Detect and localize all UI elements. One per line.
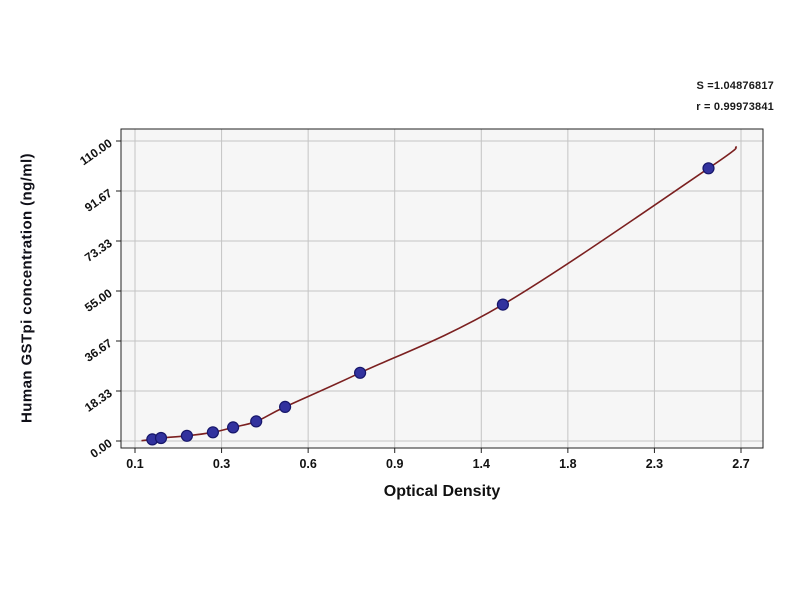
y-tick-label: 18.33 [82,386,115,415]
x-tick-label: 0.1 [126,457,143,471]
data-point [279,400,292,413]
data-point [250,415,263,428]
x-tick-label: 1.8 [559,457,576,471]
x-tick-label: 0.3 [213,457,230,471]
plot-border [120,128,764,449]
fit-statistics: S =1.04876817 r = 0.99973841 [696,76,774,118]
x-axis-title: Optical Density [383,483,501,500]
x-tick-label: 0.9 [386,457,403,471]
data-point [180,429,193,442]
y-tick-label: 0.00 [88,436,115,461]
fit-stat-s: S =1.04876817 [696,80,774,92]
y-tick-label: 36.67 [82,336,115,365]
data-point [702,162,715,175]
x-tick-label: 1.4 [473,457,490,471]
y-tick-label: 91.67 [82,186,115,215]
y-tick-label: 55.00 [82,286,115,315]
data-point [496,298,509,311]
x-tick-label: 2.7 [732,457,749,471]
plot-area [121,129,763,448]
data-point [154,431,168,445]
data-point [227,421,240,434]
data-point [354,366,367,379]
x-tick-label: 2.3 [646,457,663,471]
fit-stat-r: r = 0.99973841 [696,100,774,113]
x-tick-label: 0.6 [299,457,316,471]
y-tick-label: 73.33 [82,236,115,265]
data-point [206,426,219,439]
y-tick-label: 110.00 [77,136,115,168]
